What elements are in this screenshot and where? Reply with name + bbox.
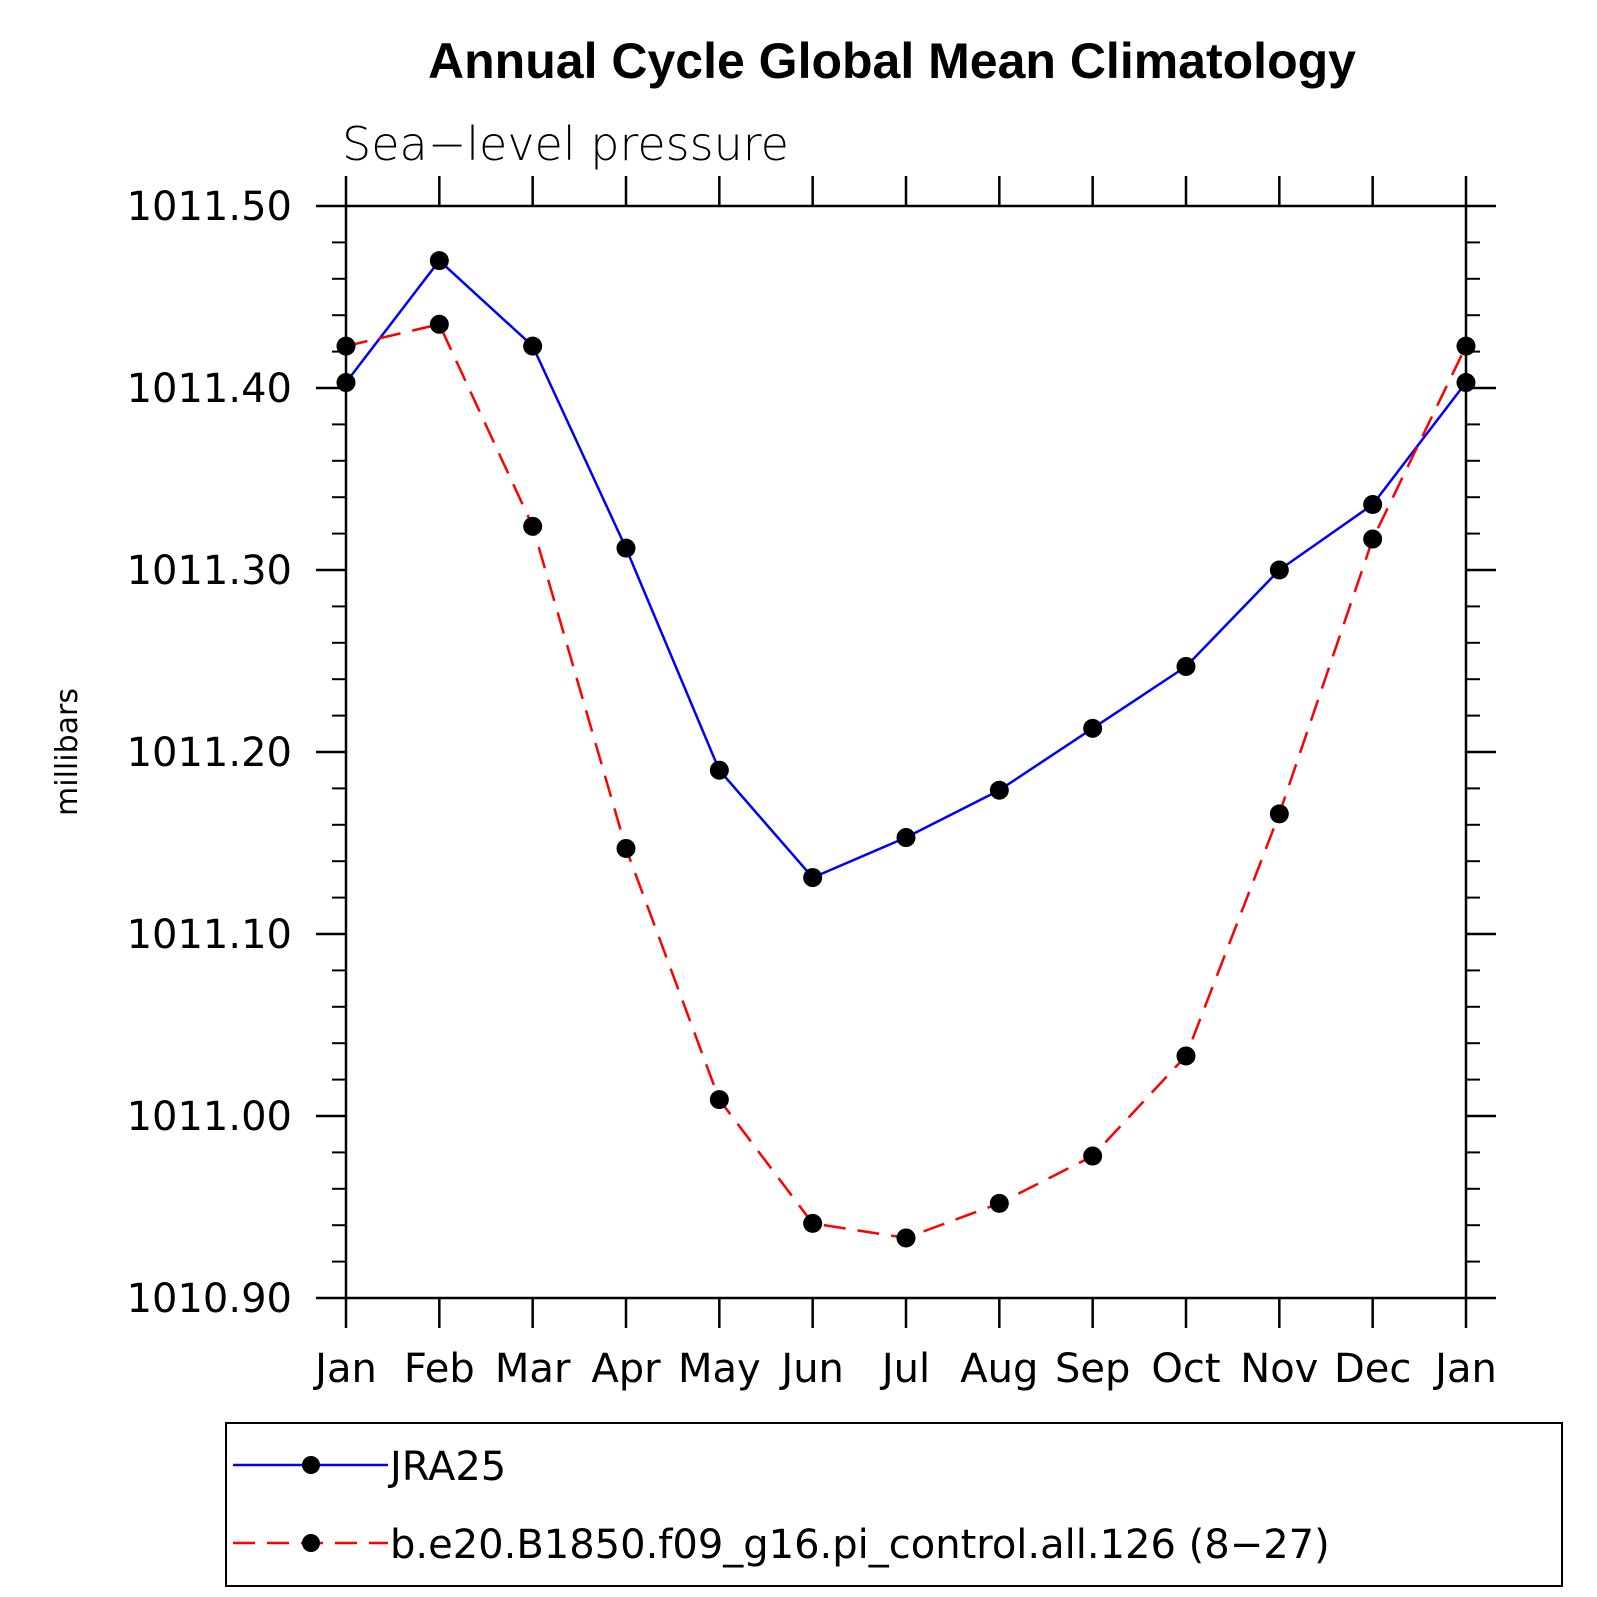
legend: JRA25 b.e20.B1850.f09_g16.pi_control.all… [225,1422,1563,1587]
data-point-series-0 [1176,656,1196,676]
data-point-series-1 [1176,1046,1196,1066]
series-line-1 [345,323,1468,1240]
y-tick-label: 1011.40 [127,366,292,412]
data-point-series-0 [803,868,823,888]
chart-title: Annual Cycle Global Mean Climatology [428,33,1356,89]
data-point-series-1 [523,516,543,536]
legend-marker-jra25 [302,1456,320,1474]
data-point-series-1 [803,1213,823,1233]
x-tick-label: Jan [1432,1346,1497,1392]
series-line-0 [345,259,1467,879]
x-tick-label: Feb [404,1346,475,1392]
data-point-series-0 [1083,718,1103,738]
y-axis-label: millibars [50,688,85,816]
data-point-series-0 [989,780,1009,800]
y-tick-label: 1011.50 [127,184,292,230]
data-point-series-1 [896,1228,916,1248]
y-tick-label: 1010.90 [127,1276,292,1322]
legend-box [225,1422,1563,1587]
data-point-series-0 [709,760,729,780]
x-tick-label: Jun [778,1346,844,1392]
data-point-series-1 [1083,1146,1103,1166]
chart-subtitle: Sea−level pressure [342,117,789,171]
legend-label-model: b.e20.B1850.f09_g16.pi_control.all.126 (… [390,1522,1330,1568]
plot-frame [344,204,1468,1300]
legend-marker-model [302,1534,320,1552]
data-point-series-0 [896,828,916,848]
x-tick-label: Jan [312,1346,377,1392]
data-point-series-0 [1269,560,1289,580]
data-point-series-1 [1456,336,1476,356]
y-tick-label: 1011.30 [127,548,292,594]
data-point-series-0 [523,336,543,356]
y-tick-label: 1011.20 [127,730,292,776]
data-point-series-1 [336,336,356,356]
x-tick-label: Dec [1334,1346,1411,1392]
data-point-series-0 [616,538,636,558]
data-point-series-0 [429,251,449,271]
axes: Jan Feb Mar Apr May Jun Jul Aug Sep Oct Nov Dec Jan 1… [127,176,1497,1392]
x-tick-label: Sep [1055,1346,1130,1392]
legend-label-jra25: JRA25 [387,1444,506,1490]
data-point-series-1 [616,838,636,858]
data-point-series-1 [989,1193,1009,1213]
x-tick-label: Jul [879,1346,930,1392]
x-tick-label: Nov [1240,1346,1318,1392]
x-tick-label: Aug [960,1346,1038,1392]
x-tick-label: May [678,1346,761,1392]
data-point-series-0 [336,373,356,393]
x-tick-label: Oct [1151,1346,1220,1392]
data-point-series-1 [709,1090,729,1110]
data-point-series-0 [1456,373,1476,393]
y-tick-label: 1011.10 [127,912,292,958]
x-tick-label: Apr [591,1346,661,1392]
y-tick-label: 1011.00 [127,1094,292,1140]
x-tick-label: Mar [495,1346,571,1392]
data-point-series-0 [1363,494,1383,514]
data-point-series-1 [429,314,449,334]
data-point-series-1 [1363,529,1383,549]
plot-area [336,251,1476,1248]
data-point-series-1 [1269,804,1289,824]
